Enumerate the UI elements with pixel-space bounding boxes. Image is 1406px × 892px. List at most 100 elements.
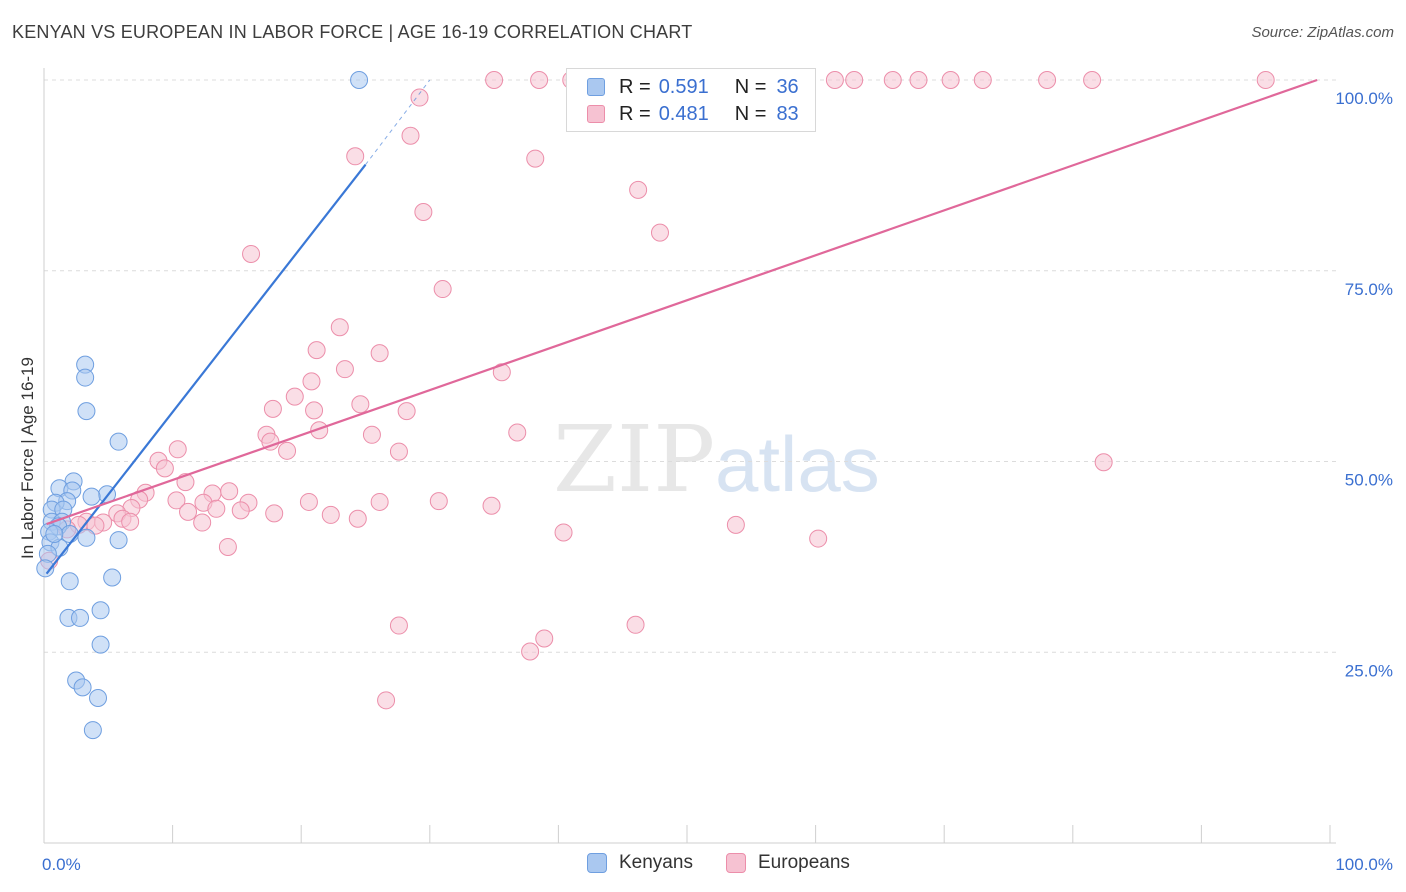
european-point	[1038, 71, 1057, 89]
stats-legend: R = 0.591 N = 36 R = 0.481 N = 83	[566, 68, 816, 132]
legend-label-kenyans: Kenyans	[619, 852, 693, 873]
european-point	[299, 492, 318, 511]
european-point	[167, 491, 186, 510]
y-tick-label: 75.0%	[1345, 280, 1393, 299]
european-point	[155, 459, 174, 478]
x-tick-label-min: 0.0%	[42, 855, 81, 874]
european-point	[410, 88, 429, 107]
european-point	[535, 629, 554, 648]
kenyans-trend-line	[45, 164, 367, 575]
european-point	[86, 516, 105, 535]
european-point	[726, 515, 745, 534]
y-tick-label: 100.0%	[1335, 89, 1393, 108]
european-point	[179, 502, 198, 521]
european-point	[508, 423, 527, 442]
european-point	[231, 501, 250, 520]
legend-r-value: 0.591	[658, 75, 709, 98]
legend-row-kenyans: R = 0.591 N = 36	[587, 76, 799, 98]
legend-row-europeans: R = 0.481 N = 83	[587, 103, 799, 125]
kenyan-point	[109, 432, 128, 451]
european-point	[909, 71, 928, 89]
europeans-points	[40, 71, 1275, 710]
european-point	[261, 432, 280, 451]
european-point	[121, 512, 140, 531]
kenyan-point	[77, 402, 96, 421]
european-point	[650, 223, 669, 242]
european-point	[168, 440, 187, 459]
tick-labels: 25.0% 50.0% 75.0% 100.0% 0.0% 100.0%	[42, 89, 1393, 874]
kenyans-trend-extension	[365, 79, 431, 165]
legend-label-europeans: Europeans	[758, 852, 850, 873]
european-point	[307, 341, 326, 360]
european-point	[482, 496, 501, 515]
x-tick-label-max: 100.0%	[1335, 855, 1393, 874]
european-point	[220, 482, 239, 501]
kenyan-point	[60, 572, 79, 591]
european-point	[370, 492, 389, 511]
kenyan-point	[76, 368, 95, 387]
european-point	[285, 387, 304, 406]
axes	[43, 68, 1336, 844]
legend-swatch-europeans	[726, 853, 746, 873]
europeans-trend-line	[46, 78, 1318, 526]
european-point	[414, 202, 433, 221]
european-point	[941, 71, 960, 89]
european-point	[530, 71, 549, 89]
watermark-atlas: atlas	[715, 420, 880, 508]
european-point	[302, 372, 321, 391]
chart-title: KENYAN VS EUROPEAN IN LABOR FORCE | AGE …	[12, 22, 693, 42]
european-point	[389, 616, 408, 635]
european-point	[521, 642, 540, 661]
european-point	[263, 399, 282, 418]
european-point	[310, 421, 329, 440]
european-point	[305, 401, 324, 420]
y-axis-label: In Labor Force | Age 16-19	[18, 357, 37, 559]
european-point	[265, 504, 284, 523]
european-point	[429, 492, 448, 511]
legend-swatch-kenyans	[587, 853, 607, 873]
european-point	[883, 71, 902, 89]
kenyan-point	[91, 601, 110, 620]
european-point	[397, 402, 416, 421]
european-point	[330, 318, 349, 337]
y-tick-label: 50.0%	[1345, 471, 1393, 490]
legend-item-kenyans[interactable]: Kenyans	[587, 852, 693, 874]
european-point	[321, 505, 340, 524]
european-point	[218, 537, 237, 556]
european-point	[348, 509, 367, 528]
european-point	[351, 395, 370, 414]
legend-n-value: 36	[776, 75, 799, 98]
legend-r-label: R =	[619, 102, 651, 125]
european-point	[492, 363, 511, 382]
kenyan-point	[89, 689, 108, 708]
european-point	[1094, 453, 1113, 472]
legend-swatch-europeans	[587, 105, 605, 123]
european-point	[485, 71, 504, 89]
kenyan-point	[45, 524, 64, 543]
zipatlas-watermark: ZIP atlas	[553, 406, 880, 513]
gridlines	[44, 79, 1336, 653]
kenyan-point	[71, 608, 90, 627]
european-point	[973, 71, 992, 89]
legend-item-europeans[interactable]: Europeans	[726, 852, 850, 874]
kenyan-point	[103, 568, 122, 587]
legend-r-label: R =	[619, 75, 651, 98]
kenyans-points	[36, 71, 369, 740]
european-point	[193, 513, 212, 532]
legend-n-value: 83	[776, 102, 799, 125]
y-tick-label: 25.0%	[1345, 661, 1393, 680]
legend-n-label: N =	[734, 75, 767, 98]
european-point	[389, 442, 408, 461]
european-point	[1083, 71, 1102, 89]
watermark-zip: ZIP	[553, 406, 715, 513]
european-point	[362, 425, 381, 444]
european-point	[629, 180, 648, 199]
kenyan-point	[36, 559, 55, 578]
european-point	[370, 344, 389, 363]
kenyan-point	[77, 528, 96, 547]
european-point	[1256, 71, 1275, 89]
series-legend: Kenyans Europeans	[0, 852, 1406, 878]
european-point	[433, 280, 452, 299]
kenyan-point	[109, 531, 128, 550]
